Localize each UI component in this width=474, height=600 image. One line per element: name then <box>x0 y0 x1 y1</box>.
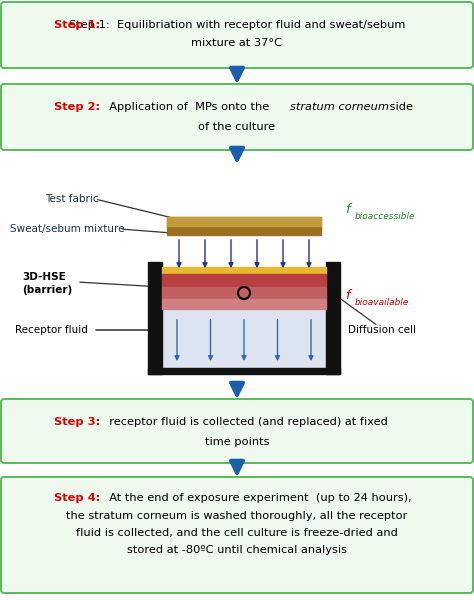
Text: stored at -80ºC until chemical analysis: stored at -80ºC until chemical analysis <box>127 545 347 555</box>
Text: stratum corneum: stratum corneum <box>290 102 389 112</box>
Text: 3D-HSE: 3D-HSE <box>22 272 66 282</box>
Text: (barrier): (barrier) <box>22 285 72 295</box>
Bar <box>162 287 326 299</box>
Text: time points: time points <box>205 437 269 447</box>
Bar <box>162 274 326 287</box>
Text: Receptor fluid: Receptor fluid <box>15 325 88 335</box>
Text: Sweat/sebum mixture: Sweat/sebum mixture <box>10 224 125 234</box>
Bar <box>148 368 340 374</box>
Bar <box>148 262 162 374</box>
Text: bioavailable: bioavailable <box>355 298 410 307</box>
Text: $f$: $f$ <box>345 288 353 302</box>
FancyBboxPatch shape <box>1 399 473 463</box>
Bar <box>167 217 321 235</box>
Text: side: side <box>386 102 413 112</box>
Text: mixture at 37°C: mixture at 37°C <box>191 38 283 48</box>
Text: Application of  MPs onto the: Application of MPs onto the <box>102 102 273 112</box>
FancyBboxPatch shape <box>1 477 473 593</box>
Text: Step 1:  Equilibriation with receptor fluid and sweat/sebum: Step 1: Equilibriation with receptor flu… <box>69 20 405 30</box>
Bar <box>162 309 326 368</box>
Bar <box>0 167 474 382</box>
Text: Diffusion cell: Diffusion cell <box>348 325 416 335</box>
FancyBboxPatch shape <box>1 84 473 150</box>
Text: the stratum corneum is washed thoroughly, all the receptor: the stratum corneum is washed thoroughly… <box>66 511 408 521</box>
FancyBboxPatch shape <box>1 2 473 68</box>
Bar <box>162 299 326 309</box>
Bar <box>167 217 321 226</box>
Text: bioaccessible: bioaccessible <box>355 212 416 221</box>
Text: Step 2:: Step 2: <box>54 102 100 112</box>
Text: Step 3:: Step 3: <box>54 417 100 427</box>
Text: Test fabric: Test fabric <box>45 194 99 204</box>
Text: fluid is collected, and the cell culture is freeze-dried and: fluid is collected, and the cell culture… <box>76 528 398 538</box>
Bar <box>162 267 326 274</box>
Bar <box>326 262 340 374</box>
Text: receptor fluid is collected (and replaced) at fixed: receptor fluid is collected (and replace… <box>102 417 388 427</box>
Text: At the end of exposure experiment  (up to 24 hours),: At the end of exposure experiment (up to… <box>102 493 411 503</box>
Text: $f$: $f$ <box>345 202 353 216</box>
Text: of the culture: of the culture <box>199 122 275 132</box>
Text: Step 4:: Step 4: <box>54 493 100 503</box>
Text: Step 1:: Step 1: <box>54 20 100 30</box>
